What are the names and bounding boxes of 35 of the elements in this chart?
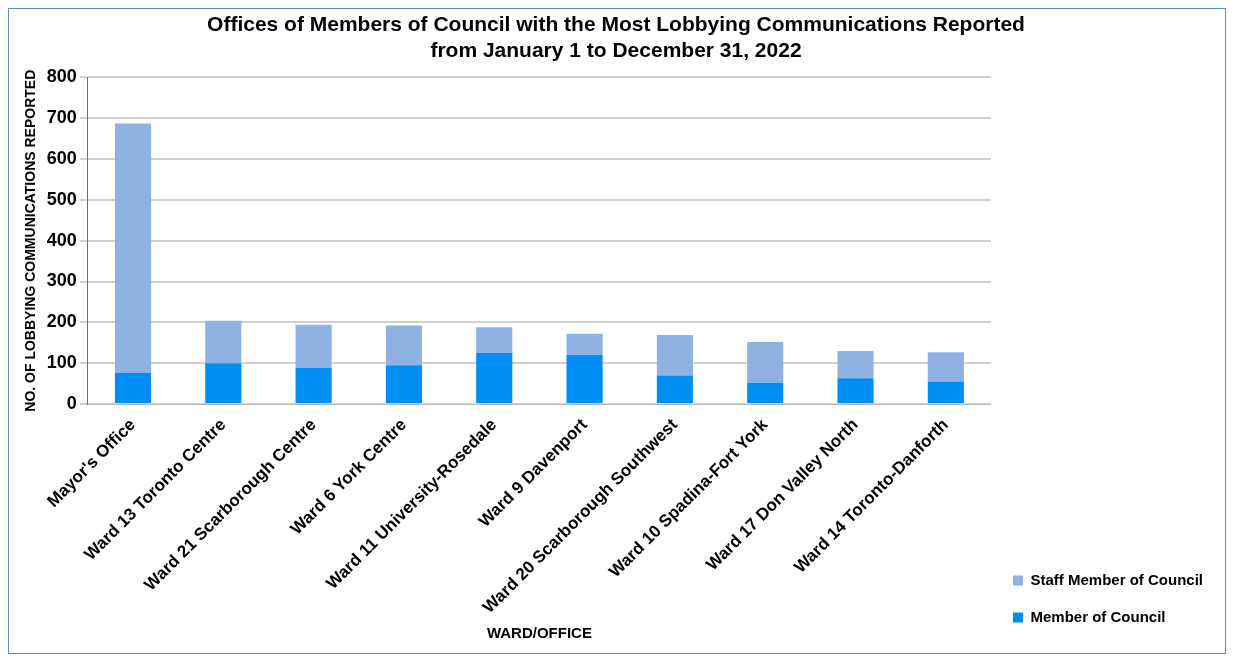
legend-label: Staff Member of Council: [1030, 570, 1204, 588]
bar: [476, 352, 513, 403]
bar: [385, 325, 422, 366]
y-tick-label: 500: [46, 188, 77, 209]
bar: [114, 372, 152, 403]
text: Offices of Members of Council with the Most Lobbying Communications Reported: [207, 12, 1025, 36]
legend-label: Member of Council: [1030, 607, 1166, 625]
bar: [656, 335, 693, 376]
bar: [295, 367, 332, 403]
bar: [747, 341, 784, 383]
bar: [566, 355, 603, 403]
y-tick-label: 300: [46, 270, 77, 291]
x-axis-title: WARD/OFFICE: [486, 624, 592, 642]
text: from January 1 to December 31, 2022: [430, 37, 802, 61]
y-tick-label: 0: [66, 392, 77, 413]
y-tick-label: 400: [46, 229, 77, 250]
bar: [295, 324, 332, 368]
bar: [566, 333, 603, 356]
bar: [476, 327, 513, 353]
y-tick-label: 700: [46, 107, 77, 128]
bar: [837, 378, 874, 403]
y-tick-label: 800: [46, 66, 77, 87]
bar: [837, 350, 874, 379]
y-tick-label: 200: [46, 311, 77, 332]
bar: [385, 365, 422, 403]
y-tick-label: 100: [46, 352, 77, 373]
bar: [927, 381, 964, 403]
y-axis-title: NO. OF LOBBYING COMMUNICATIONS REPORTED: [22, 69, 39, 412]
bar: [114, 123, 152, 373]
bar: [205, 363, 242, 403]
bar: [205, 320, 242, 364]
bar: [656, 375, 693, 403]
y-tick-label: 600: [46, 148, 77, 169]
bar: [747, 382, 784, 403]
bar: [927, 352, 964, 382]
